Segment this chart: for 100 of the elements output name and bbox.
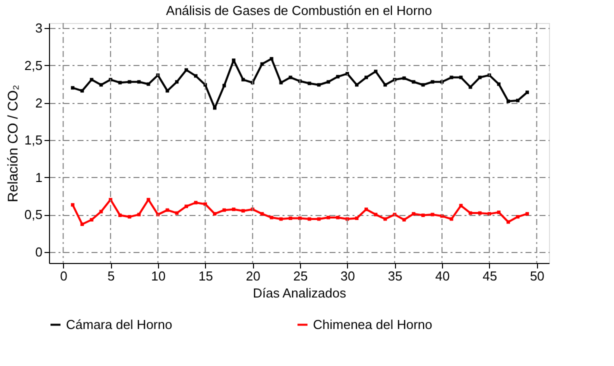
point (146, 82, 150, 86)
x-tick-label: 40 (435, 268, 450, 284)
point (222, 208, 226, 212)
x-tick-label: 10 (151, 268, 166, 284)
point (326, 80, 330, 84)
chart-title: Análisis de Gases de Combustión en el Horno (166, 3, 432, 18)
point (80, 89, 84, 93)
x-tick-label: 5 (107, 268, 115, 284)
point (374, 212, 378, 216)
point (478, 76, 482, 80)
point (90, 218, 94, 222)
x-tick-label: 30 (340, 268, 356, 284)
point (298, 216, 302, 220)
point (459, 76, 463, 80)
point (212, 106, 216, 110)
point (383, 83, 387, 87)
point (270, 57, 274, 61)
point (450, 76, 454, 80)
point (166, 208, 170, 212)
x-tick-label: 35 (388, 268, 402, 284)
point (506, 100, 510, 103)
point (421, 214, 425, 218)
point (421, 83, 425, 87)
point (146, 198, 150, 202)
point (175, 211, 179, 215)
point (175, 80, 179, 84)
point (374, 70, 378, 74)
point (184, 68, 188, 72)
point (222, 84, 226, 88)
point (212, 212, 216, 216)
point (184, 204, 188, 208)
point (336, 74, 340, 78)
point (516, 215, 520, 219)
point (99, 210, 103, 214)
point (108, 198, 112, 202)
point (241, 209, 245, 213)
x-axis-title: Días Analizados (252, 286, 347, 300)
x-tick-label: 20 (246, 268, 260, 284)
point (204, 202, 207, 206)
point (270, 216, 274, 220)
point (70, 203, 74, 207)
point (308, 217, 312, 221)
point (317, 217, 321, 221)
x-tick-label: 50 (530, 268, 544, 284)
y-axis-title: Relación CO / CO₂ (4, 84, 20, 202)
point (260, 212, 264, 216)
point (232, 208, 236, 212)
point (478, 211, 482, 215)
point (497, 82, 501, 86)
point (383, 217, 387, 221)
point (468, 211, 472, 215)
point (308, 82, 312, 86)
point (488, 212, 492, 216)
y-tick-label: 0 (35, 244, 42, 260)
point (412, 212, 416, 216)
point (99, 83, 103, 87)
point (468, 85, 472, 89)
point (118, 214, 122, 218)
point (364, 208, 368, 212)
y-tick-label: 2 (35, 95, 42, 110)
point (241, 78, 245, 82)
y-tick-label: 3 (35, 20, 42, 36)
point (194, 74, 198, 78)
y-tick-label: 0,5 (24, 207, 42, 222)
point (412, 80, 416, 84)
point (497, 210, 501, 214)
point (80, 222, 84, 226)
point (90, 78, 94, 82)
x-tick-label: 0 (60, 268, 68, 284)
point (402, 76, 406, 80)
point (137, 80, 141, 84)
point (450, 217, 454, 221)
point (326, 216, 330, 220)
point (166, 89, 170, 93)
point (118, 80, 122, 84)
point (317, 83, 321, 87)
point (364, 76, 368, 80)
legend-label: Cámara del Horno (66, 316, 172, 332)
point (355, 216, 358, 220)
legend-label: Chimenea del Horno (313, 316, 432, 332)
y-tick-label: 1,5 (24, 132, 42, 148)
point (402, 218, 406, 222)
point (525, 90, 529, 94)
x-tick-label: 15 (198, 268, 213, 284)
y-tick-label: 2,5 (24, 58, 42, 73)
point (70, 86, 74, 90)
point (525, 212, 529, 216)
point (194, 200, 198, 204)
x-tick-label: 25 (293, 268, 308, 284)
point (336, 216, 340, 220)
point (137, 212, 141, 216)
point (232, 58, 236, 62)
x-tick-label: 45 (482, 268, 498, 284)
point (346, 72, 350, 76)
point (288, 76, 292, 80)
point (355, 83, 358, 87)
point (430, 212, 434, 216)
point (430, 80, 434, 84)
y-tick-label: 1 (35, 170, 42, 185)
point (288, 216, 292, 220)
